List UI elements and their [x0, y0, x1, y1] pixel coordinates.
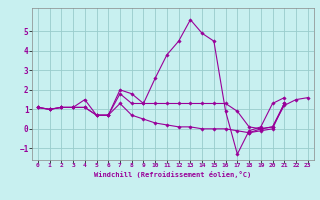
X-axis label: Windchill (Refroidissement éolien,°C): Windchill (Refroidissement éolien,°C) — [94, 171, 252, 178]
